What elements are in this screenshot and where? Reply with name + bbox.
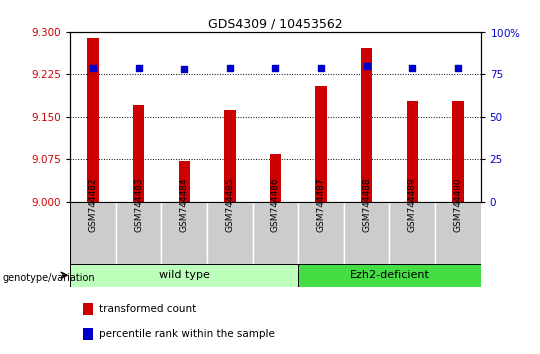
Text: transformed count: transformed count bbox=[99, 304, 196, 314]
Point bbox=[362, 63, 371, 69]
Bar bbox=[224, 110, 235, 202]
Text: GSM744482: GSM744482 bbox=[89, 177, 98, 232]
Bar bbox=[298, 202, 344, 264]
Bar bbox=[298, 264, 481, 287]
Point bbox=[271, 65, 280, 70]
Bar bbox=[70, 264, 298, 287]
Point bbox=[408, 65, 416, 70]
Text: genotype/variation: genotype/variation bbox=[3, 273, 96, 283]
Text: GSM744485: GSM744485 bbox=[225, 177, 234, 232]
Bar bbox=[179, 161, 190, 202]
Text: GSM744487: GSM744487 bbox=[316, 177, 326, 232]
Point bbox=[89, 65, 97, 70]
Bar bbox=[269, 154, 281, 202]
Bar bbox=[407, 101, 418, 202]
Bar bbox=[389, 202, 435, 264]
Point bbox=[134, 65, 143, 70]
Bar bbox=[70, 202, 116, 264]
Text: GSM744483: GSM744483 bbox=[134, 177, 143, 232]
Bar bbox=[253, 202, 298, 264]
Bar bbox=[133, 105, 144, 202]
Text: Ezh2-deficient: Ezh2-deficient bbox=[349, 270, 429, 280]
Point bbox=[180, 67, 188, 72]
Text: GSM744489: GSM744489 bbox=[408, 177, 417, 232]
Bar bbox=[452, 101, 463, 202]
Text: wild type: wild type bbox=[159, 270, 210, 280]
Point bbox=[316, 65, 325, 70]
Text: percentile rank within the sample: percentile rank within the sample bbox=[99, 329, 275, 339]
Bar bbox=[315, 86, 327, 202]
Bar bbox=[207, 202, 253, 264]
Text: GSM744484: GSM744484 bbox=[180, 177, 188, 232]
Text: GSM744486: GSM744486 bbox=[271, 177, 280, 232]
Point bbox=[226, 65, 234, 70]
Title: GDS4309 / 10453562: GDS4309 / 10453562 bbox=[208, 18, 343, 31]
Bar bbox=[116, 202, 161, 264]
Bar bbox=[87, 38, 99, 202]
Bar bbox=[361, 48, 372, 202]
Bar bbox=[83, 303, 93, 315]
Bar bbox=[161, 202, 207, 264]
Bar bbox=[344, 202, 389, 264]
Point bbox=[454, 65, 462, 70]
Text: GSM744488: GSM744488 bbox=[362, 177, 371, 232]
Text: GSM744490: GSM744490 bbox=[453, 177, 462, 232]
Bar bbox=[83, 328, 93, 340]
Bar bbox=[435, 202, 481, 264]
